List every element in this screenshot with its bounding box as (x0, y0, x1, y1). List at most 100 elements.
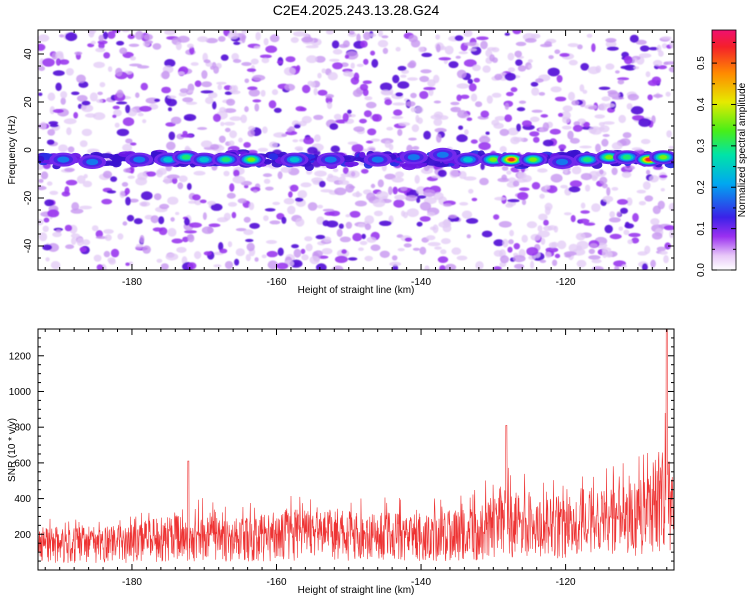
noise-blob (208, 223, 221, 228)
noise-blob (517, 65, 527, 72)
noise-blob (515, 41, 527, 47)
hotspot (172, 150, 201, 165)
noise-blob (250, 186, 261, 192)
noise-blob (344, 54, 350, 59)
noise-blob (363, 110, 372, 118)
noise-blob (371, 114, 379, 122)
noise-blob (542, 122, 550, 132)
noise-blob (475, 261, 484, 270)
noise-blob (586, 33, 593, 38)
colorbar-tick-label: 0.3 (696, 138, 707, 152)
y-tick-label: 400 (14, 494, 31, 505)
noise-blob (144, 40, 153, 44)
noise-blob (359, 83, 369, 91)
noise-blob (153, 193, 162, 201)
noise-blob (471, 197, 478, 202)
noise-blob (139, 201, 151, 207)
noise-blob (609, 211, 616, 218)
noise-blob (507, 127, 519, 136)
noise-blob (166, 141, 176, 151)
noise-blob (531, 182, 541, 190)
noise-blob (647, 94, 653, 101)
noise-blob (122, 143, 133, 152)
noise-blob (456, 69, 467, 79)
noise-blob (317, 255, 329, 259)
noise-blob (265, 45, 278, 53)
colorbar-gradient (711, 29, 737, 271)
noise-blob (190, 62, 199, 66)
noise-blob (571, 166, 582, 175)
noise-blob (71, 91, 80, 96)
noise-blob (336, 228, 343, 237)
noise-blob (314, 170, 327, 177)
noise-blob (128, 198, 139, 203)
hotspot (547, 155, 576, 169)
noise-blob (527, 59, 533, 63)
noise-blob (466, 117, 473, 121)
noise-blob (530, 33, 541, 39)
noise-blob (59, 34, 65, 38)
noise-blob (154, 98, 161, 103)
noise-blob (602, 183, 608, 189)
noise-blob (323, 236, 332, 243)
noise-blob (261, 254, 267, 259)
noise-blob (493, 266, 502, 270)
noise-blob (232, 59, 242, 63)
noise-blob (265, 186, 274, 191)
noise-blob (64, 224, 73, 232)
noise-blob (38, 164, 44, 171)
noise-blob (504, 102, 510, 110)
hotspot (497, 152, 526, 167)
noise-blob (558, 144, 567, 150)
colorbar-label: Normalized spectral amplitude (737, 82, 748, 217)
noise-blob (307, 202, 318, 211)
noise-blob (480, 40, 488, 50)
noise-blob (391, 255, 398, 261)
hotspot (573, 152, 602, 167)
noise-blob (437, 169, 447, 178)
noise-blob (414, 174, 420, 184)
noise-blob (659, 250, 668, 255)
noise-blob (63, 118, 77, 125)
noise-blob (284, 83, 296, 91)
noise-blob (119, 47, 128, 55)
noise-blob (611, 167, 618, 176)
noise-blob (618, 226, 624, 231)
noise-blob (636, 189, 646, 194)
noise-blob (364, 215, 375, 225)
noise-blob (370, 244, 381, 251)
noise-blob (76, 237, 85, 247)
noise-blob (547, 67, 560, 77)
noise-blob (419, 91, 429, 99)
noise-blob (394, 194, 407, 200)
noise-blob (457, 110, 468, 119)
band-blob (359, 151, 366, 158)
colorbar-tick-label: 0.1 (696, 221, 707, 235)
noise-blob (317, 72, 322, 79)
noise-blob (539, 193, 545, 199)
noise-blob (602, 121, 615, 125)
noise-blob (116, 89, 124, 99)
noise-blob (55, 58, 61, 66)
noise-blob (514, 263, 525, 270)
noise-blob (403, 211, 408, 219)
noise-blob (241, 62, 252, 66)
noise-blob (468, 83, 477, 92)
noise-blob (575, 232, 586, 241)
noise-blob (512, 255, 526, 263)
noise-blob (178, 175, 188, 183)
noise-blob (506, 91, 514, 97)
noise-blob (510, 87, 518, 93)
noise-blob (345, 183, 355, 193)
noise-blob (253, 189, 258, 193)
noise-blob (135, 92, 140, 98)
noise-blob (463, 59, 477, 67)
noise-blob (373, 210, 383, 217)
noise-blob (325, 30, 334, 35)
noise-blob (418, 46, 425, 53)
noise-blob (150, 215, 159, 224)
noise-blob (644, 195, 654, 202)
noise-blob (104, 234, 112, 242)
noise-blob (129, 166, 135, 174)
noise-blob (262, 173, 273, 178)
